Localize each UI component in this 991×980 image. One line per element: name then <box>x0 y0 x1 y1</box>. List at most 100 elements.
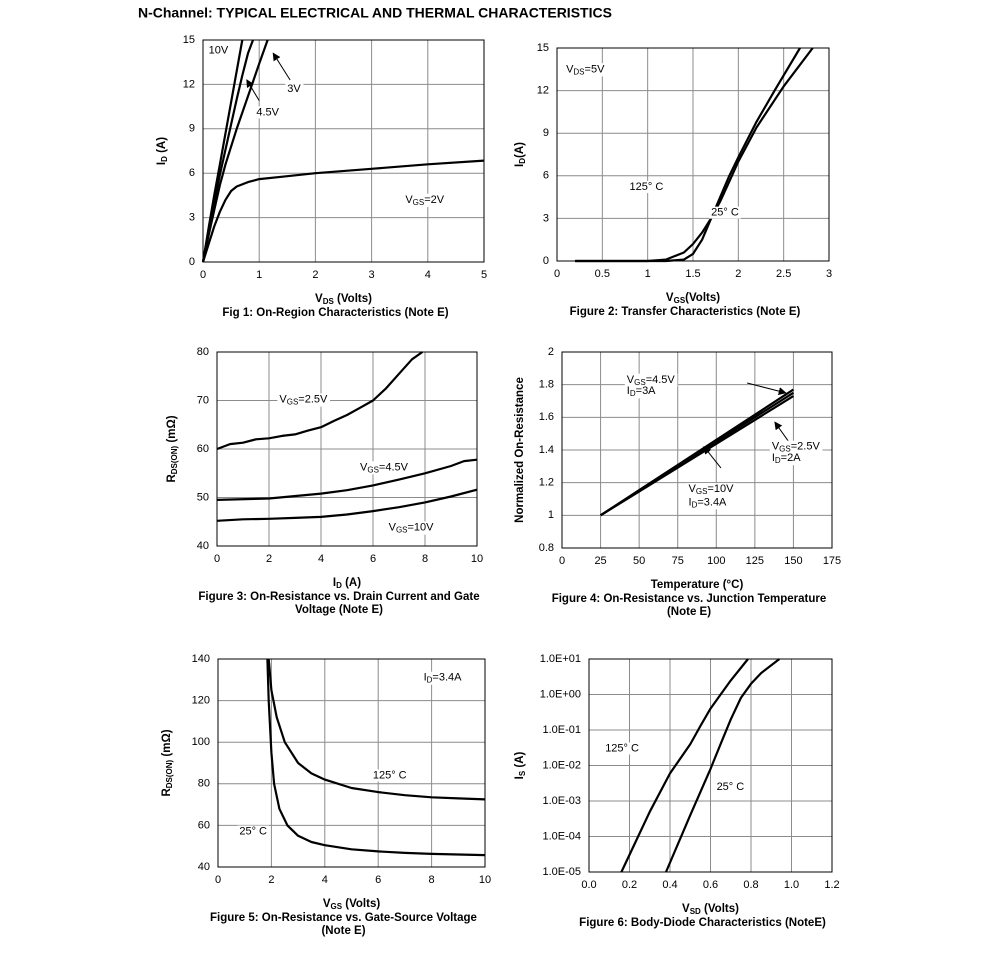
annotation-part: GS <box>396 526 408 535</box>
plot-frame <box>561 351 833 549</box>
annotation-bg <box>285 82 304 95</box>
x-tick-label: 50 <box>633 555 645 567</box>
plot-frame <box>217 658 486 868</box>
curve <box>201 159 485 263</box>
y-axis-label: ID(A) <box>514 142 527 167</box>
annotation-part: =5V <box>585 63 606 75</box>
y-tick-label: 0 <box>543 255 549 267</box>
annotation: VGS=2.5V <box>279 393 328 406</box>
annotation: VGS=10V <box>689 483 735 496</box>
curve <box>575 47 801 263</box>
x-axis-label: Temperature (°C) <box>651 579 744 591</box>
annotation-bg <box>421 671 465 685</box>
y-tick-label: 0.8 <box>539 542 554 554</box>
annotation-part: GS <box>779 445 791 454</box>
annotation-part: D <box>692 500 698 509</box>
x-tick-label: 175 <box>823 555 841 567</box>
x-axis-label-part: (Volts) <box>342 898 380 910</box>
x-tick-label: 8 <box>422 553 428 565</box>
x-tick-label: 0.2 <box>622 879 637 891</box>
curve <box>620 658 749 873</box>
x-tick-label: 0 <box>554 268 560 280</box>
x-tick-label: 1.2 <box>824 879 839 891</box>
x-tick-label: 1 <box>256 269 262 281</box>
x-axis-label: VGS(Volts) <box>666 292 720 305</box>
figure-caption: (Note E) <box>321 925 365 937</box>
y-tick-label: 0 <box>189 256 195 268</box>
annotation-bg <box>686 496 730 510</box>
x-tick-label: 1.0 <box>784 879 799 891</box>
annotation-bg <box>624 373 678 387</box>
y-axis-label: RDS(ON) (mΩ) <box>161 729 174 796</box>
x-tick-label: 25 <box>594 555 606 567</box>
y-tick-label: 15 <box>537 42 549 54</box>
x-tick-label: 6 <box>370 553 376 565</box>
annotation-part: V <box>627 374 635 386</box>
annotation-part: GS <box>287 398 299 407</box>
y-tick-label: 12 <box>183 78 195 90</box>
y-tick-label: 1.0E-01 <box>542 724 581 736</box>
annotation-bg <box>603 742 642 755</box>
annotation-part: =4.5V <box>646 374 676 386</box>
x-tick-label: 5 <box>481 269 487 281</box>
annotation-part: GS <box>367 466 379 475</box>
y-tick-label: 9 <box>189 123 195 135</box>
y-tick-label: 70 <box>197 394 209 406</box>
y-axis-label: IS (A) <box>514 751 527 779</box>
annotation-part: 25° C <box>239 826 267 838</box>
x-axis-label-part: V <box>682 903 690 915</box>
annotation-bg <box>709 206 741 219</box>
annotation: 125° C <box>373 769 407 781</box>
annotation-part: GS <box>634 378 646 387</box>
annotation: VGS=4.5V <box>627 374 676 387</box>
curve <box>201 39 255 263</box>
x-tick-label: 100 <box>707 555 725 567</box>
x-tick-label: 0.5 <box>595 268 610 280</box>
y-tick-label: 6 <box>543 170 549 182</box>
figure-caption: Figure 2: Transfer Characteristics (Note… <box>570 306 801 318</box>
annotation-bg <box>370 769 409 782</box>
annotation-part: DS <box>573 67 584 76</box>
annotation-part: =2.5V <box>298 393 328 405</box>
figure-caption: Figure 5: On-Resistance vs. Gate-Source … <box>210 912 477 924</box>
x-tick-label: 0 <box>215 874 221 886</box>
annotation-part: =2.5V <box>791 441 821 453</box>
page-title: N-Channel: TYPICAL ELECTRICAL AND THERMA… <box>138 5 612 21</box>
x-tick-label: 10 <box>479 874 491 886</box>
x-axis-label-part: V <box>315 293 323 305</box>
x-axis-label-part: Temperature (°C) <box>651 579 744 591</box>
arrow <box>246 79 260 101</box>
annotation-bg <box>277 393 331 407</box>
x-axis-label-part: V <box>323 898 331 910</box>
x-axis-label-part: (A) <box>342 577 361 589</box>
annotation-part: D <box>775 456 781 465</box>
y-axis-label-part: (A) <box>156 137 168 156</box>
annotation-bg <box>403 193 447 207</box>
y-tick-label: 6 <box>189 167 195 179</box>
y-axis-label-part: R <box>166 474 178 483</box>
x-tick-label: 3 <box>826 268 832 280</box>
x-axis-label-part: DS <box>323 297 335 306</box>
y-axis-label-part: D <box>160 156 169 162</box>
y-tick-label: 2 <box>548 346 554 358</box>
annotation: VDS=5V <box>566 63 605 76</box>
annotation-part: 10V <box>209 44 229 56</box>
y-axis-label: RDS(ON) (mΩ) <box>166 415 179 482</box>
curve <box>664 658 781 873</box>
annotation-bg <box>714 780 747 793</box>
y-axis-label: Normalized On-Resistance <box>514 377 526 523</box>
x-tick-label: 0.0 <box>581 879 596 891</box>
annotation: ID=3.4A <box>689 496 728 509</box>
y-axis-label-part: R <box>161 788 173 797</box>
annotation-part: 3V <box>287 83 301 95</box>
curve <box>266 658 486 857</box>
x-tick-label: 125 <box>746 555 764 567</box>
x-axis-label: VGS (Volts) <box>323 898 381 911</box>
y-tick-label: 1.0E-03 <box>542 795 581 807</box>
annotation-part: 25° C <box>717 781 745 793</box>
x-tick-label: 1.5 <box>685 268 700 280</box>
x-axis-label-part: D <box>336 581 342 590</box>
annotation-bg <box>769 440 823 454</box>
annotation: VGS=4.5V <box>360 461 409 474</box>
annotation-part: =4.5V <box>379 461 409 473</box>
